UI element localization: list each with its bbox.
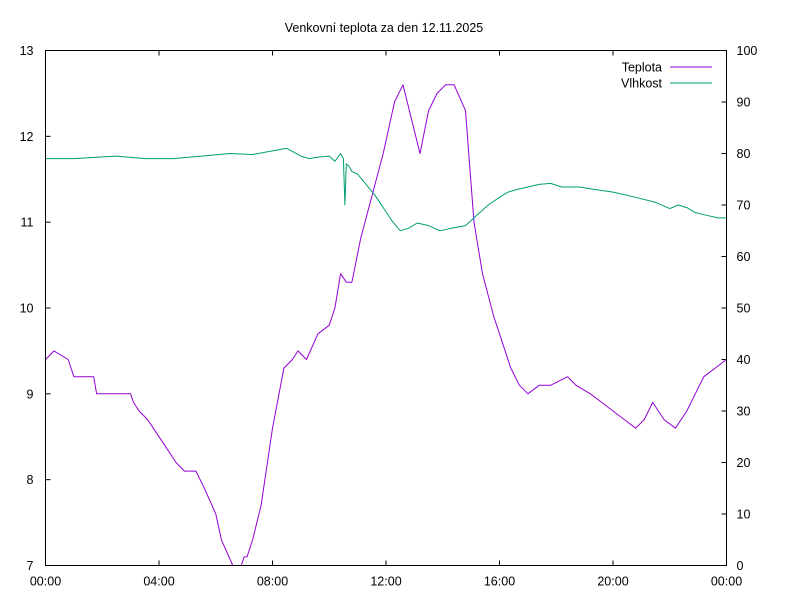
y2-tick-label: 0 <box>737 559 744 573</box>
series-line-teplota <box>45 84 727 566</box>
y-tick-label: 10 <box>20 302 34 316</box>
y2-tick-label: 90 <box>737 96 751 110</box>
y-tick-label: 8 <box>27 473 34 487</box>
y-tick-label: 11 <box>21 216 34 230</box>
y2-tick-label: 40 <box>737 353 751 367</box>
legend: Teplota Vlhkost <box>621 61 712 91</box>
y2-tick-label: 60 <box>737 250 751 264</box>
series-layer <box>45 84 727 566</box>
series-line-vlhkost <box>45 147 727 232</box>
legend-label-teplota: Teplota <box>622 61 662 75</box>
y2-tick-label: 70 <box>737 199 751 213</box>
x-tick-label: 04:00 <box>143 575 174 589</box>
y-tick-label: 7 <box>27 559 34 573</box>
x-tick-label: 16:00 <box>484 575 515 589</box>
y2-tick-label: 20 <box>737 456 751 470</box>
y-tick-label: 9 <box>27 387 34 401</box>
y2-tick-label: 10 <box>737 508 751 522</box>
chart-title: Venkovní teplota za den 12.11.2025 <box>285 21 484 35</box>
x-tick-label: 08:00 <box>257 575 288 589</box>
x-tick-label: 00:00 <box>30 575 61 589</box>
x-tick-label: 00:00 <box>711 575 742 589</box>
y2-tick-label: 30 <box>737 405 751 419</box>
x-tick-label: 12:00 <box>370 575 401 589</box>
legend-label-vlhkost: Vlhkost <box>621 77 663 91</box>
y-tick-label: 13 <box>20 44 34 58</box>
y-tick-label: 12 <box>20 130 34 144</box>
y2-tick-label: 100 <box>737 44 758 58</box>
x-tick-label: 20:00 <box>597 575 628 589</box>
plot-border <box>45 50 727 566</box>
y2-tick-label: 80 <box>737 147 751 161</box>
axis-ticks: 7 8 9 10 11 12 13 0 10 20 30 40 50 60 70 80 90 100 00:00 04… <box>20 44 758 589</box>
y2-tick-label: 50 <box>737 302 751 316</box>
